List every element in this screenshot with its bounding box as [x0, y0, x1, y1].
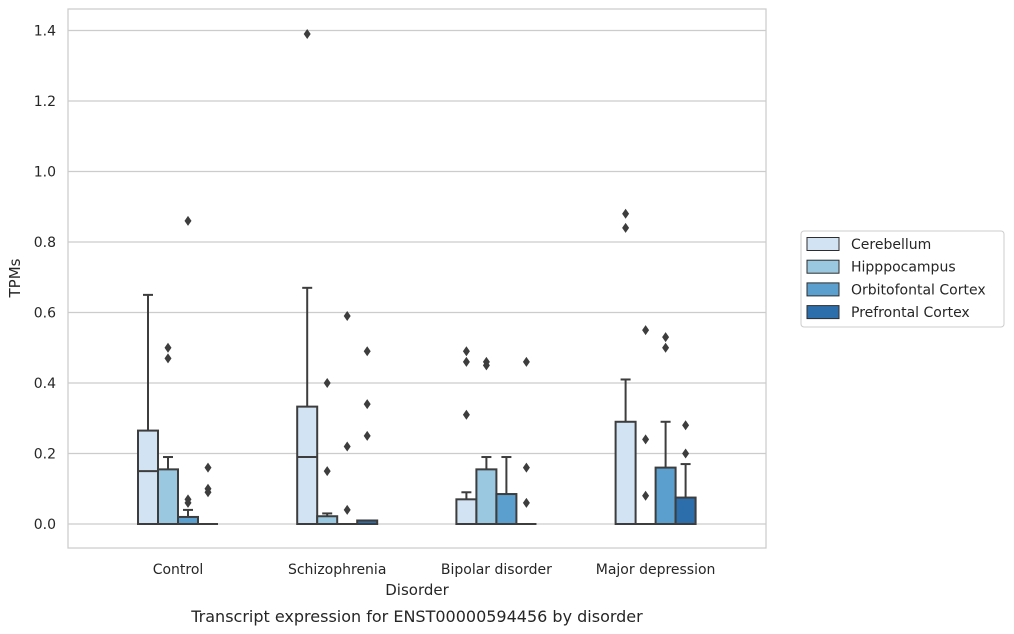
outlier-point	[343, 311, 351, 322]
y-tick-label: 0.2	[34, 447, 56, 463]
chart-caption: Transcript expression for ENST0000059445…	[190, 607, 643, 626]
y-tick-label: 1.2	[34, 94, 56, 110]
outlier-point	[363, 346, 371, 357]
legend-label: Hipppocampus	[851, 260, 956, 276]
outlier-point	[363, 399, 371, 410]
box-body	[137, 429, 159, 525]
outlier-point	[622, 208, 630, 219]
legend-swatch	[806, 237, 840, 251]
outlier-point	[522, 497, 530, 508]
outlier-point	[482, 356, 490, 367]
outlier-point	[323, 378, 331, 388]
outlier-point	[682, 448, 690, 459]
box-body	[316, 515, 339, 525]
box-group	[674, 420, 697, 525]
box-body	[475, 468, 498, 525]
outlier-point	[682, 420, 690, 431]
box-group	[157, 342, 179, 525]
box-body	[495, 493, 518, 526]
legend-swatch	[806, 259, 840, 274]
x-tick-label: Control	[153, 562, 204, 578]
x-axis-label: Disorder	[385, 581, 449, 599]
outlier-point	[204, 483, 212, 494]
y-tick-label: 0.8	[34, 235, 56, 251]
box-group	[635, 325, 656, 525]
x-tick-label: Major depression	[596, 562, 716, 578]
x-tick-label: Schizophrenia	[288, 562, 386, 578]
legend-swatch	[806, 305, 840, 320]
legend-label: Orbitofontal Cortex	[851, 282, 986, 298]
series-cerebellum	[137, 29, 637, 526]
box-body	[614, 420, 637, 525]
x-tick-label: Bipolar disorder	[441, 562, 552, 578]
outlier-point	[642, 490, 650, 501]
series-prefrontal-cortex	[198, 346, 697, 525]
box-body	[177, 515, 199, 526]
outlier-point	[184, 494, 192, 505]
y-tick-labels: 0.0 0.2 0.4 0.6 0.8 1.0 1.2 1.4	[34, 24, 56, 534]
series-orbitofontal-cortex	[177, 215, 677, 526]
y-tick-label: 0.6	[34, 306, 56, 322]
box-group	[137, 293, 159, 525]
box-plot-series	[137, 29, 697, 526]
outlier-point	[462, 409, 470, 420]
legend-frame	[800, 230, 1005, 328]
outlier-point	[462, 346, 470, 357]
box-body	[455, 498, 478, 526]
box-body	[296, 405, 319, 525]
box-group	[455, 346, 478, 526]
legend-items: Cerebellum Hipppocampus Orbitofontal Corte…	[806, 237, 986, 321]
outlier-point	[662, 342, 670, 353]
outlier-point	[622, 222, 630, 233]
series-hipppocampus	[157, 325, 656, 525]
outlier-point	[343, 441, 351, 452]
legend: Cerebellum Hipppocampus Orbitofontal Corte…	[800, 230, 1005, 328]
box-body	[157, 468, 179, 525]
plot-frame	[67, 8, 767, 549]
y-tick-label: 0.0	[34, 517, 56, 533]
box-body	[674, 496, 697, 525]
legend-label: Cerebellum	[851, 237, 931, 253]
legend-swatch	[806, 282, 840, 297]
outlier-point	[303, 29, 311, 40]
legend-label: Prefrontal Cortex	[851, 305, 970, 321]
box-body	[654, 466, 677, 526]
box-group	[516, 356, 537, 525]
y-tick-label: 1.4	[34, 24, 56, 40]
outlier-point	[343, 504, 351, 515]
box-group	[316, 378, 339, 525]
box-group	[198, 462, 218, 525]
y-tick-label: 1.0	[34, 165, 56, 181]
box-group	[495, 456, 518, 526]
box-group	[356, 346, 379, 525]
outlier-point	[522, 462, 530, 473]
outlier-point	[204, 462, 212, 473]
outlier-point	[184, 215, 192, 226]
box-group	[296, 29, 319, 525]
box-group	[337, 311, 358, 525]
outlier-point	[363, 430, 371, 441]
outlier-point	[164, 342, 172, 353]
outlier-point	[462, 356, 470, 367]
x-tick-labels: Control Schizophrenia Bipolar disorder Majo…	[153, 562, 716, 578]
outlier-point	[323, 466, 331, 477]
outlier-point	[662, 332, 670, 343]
y-tick-label: 0.4	[34, 376, 56, 392]
box-group	[654, 332, 677, 526]
y-axis-label: TPMs	[6, 258, 24, 298]
box-group	[177, 215, 199, 526]
outlier-point	[642, 325, 650, 336]
box-group	[475, 356, 498, 525]
outlier-point	[164, 353, 172, 364]
outlier-point	[642, 434, 650, 445]
box-group	[614, 208, 637, 525]
outlier-point	[522, 356, 530, 367]
